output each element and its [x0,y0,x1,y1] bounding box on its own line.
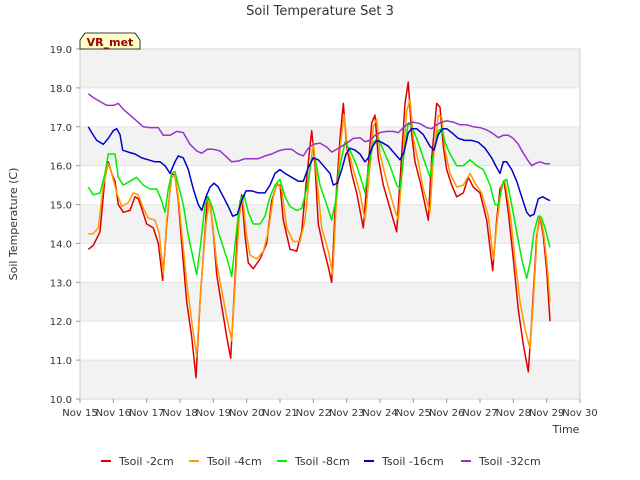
y-tick-label: 15.0 [50,201,72,212]
x-tick-label: Nov 25 [396,408,431,419]
legend-label: Tsoil -4cm [206,455,262,468]
legend-label: Tsoil -32cm [478,455,541,468]
y-tick-label: 17.0 [50,123,72,134]
plot-band [80,49,580,88]
x-tick-label: Nov 23 [329,408,364,419]
x-axis-label: Time [552,423,580,436]
series-line-tsoil-4cm [88,98,551,357]
y-tick-label: 16.0 [50,162,72,173]
y-tick-label: 19.0 [50,45,72,56]
plot-band [80,360,580,399]
plot-band [80,126,580,166]
series-line-tsoil-32cm [87,93,550,167]
x-tick-label: Nov 29 [529,408,564,419]
series-layer [87,81,551,379]
x-tick-label: Nov 27 [462,408,497,419]
chart-title: Soil Temperature Set 3 [246,4,394,19]
legend-label: Tsoil -2cm [118,455,174,468]
plot-bands [80,49,580,399]
legend: Tsoil -2cm Tsoil -4cm Tsoil -8cm Tsoil -16c… [101,455,541,468]
y-tick-label: 14.0 [50,239,72,250]
x-tick-label: Nov 19 [196,408,231,419]
x-tick-label: Nov 28 [496,408,531,419]
y-axis-label: Soil Temperature (C) [7,168,20,281]
x-tick-label: Nov 17 [129,408,164,419]
plot-band [80,204,580,244]
y-tick-label: 13.0 [50,278,72,289]
x-tick-label: Nov 26 [429,408,464,419]
x-tick-label: Nov 30 [562,408,597,419]
x-tick-label: Nov 15 [62,408,97,419]
site-label-badge: VR_met [79,32,141,50]
x-tick-label: Nov 21 [262,408,297,419]
y-tick-label: 12.0 [50,317,72,328]
y-tick-label: 11.0 [50,356,72,367]
y-tick-label: 18.0 [50,84,72,95]
x-tick-label: Nov 16 [96,408,131,419]
x-tick-label: Nov 20 [229,408,264,419]
series-line-tsoil-16cm [87,126,551,217]
y-axis-ticks: 10.0 11.0 12.0 13.0 14.0 15.0 16.0 17.0 18.0 19.0 [50,45,80,406]
plot-band [80,282,580,322]
x-tick-label: Nov 24 [362,408,397,419]
legend-label: Tsoil -16cm [381,455,444,468]
site-label: VR_met [87,36,134,49]
x-tick-label: Nov 22 [296,408,331,419]
x-tick-label: Nov 18 [162,408,197,419]
y-tick-label: 10.0 [50,395,72,406]
legend-label: Tsoil -8cm [294,455,350,468]
